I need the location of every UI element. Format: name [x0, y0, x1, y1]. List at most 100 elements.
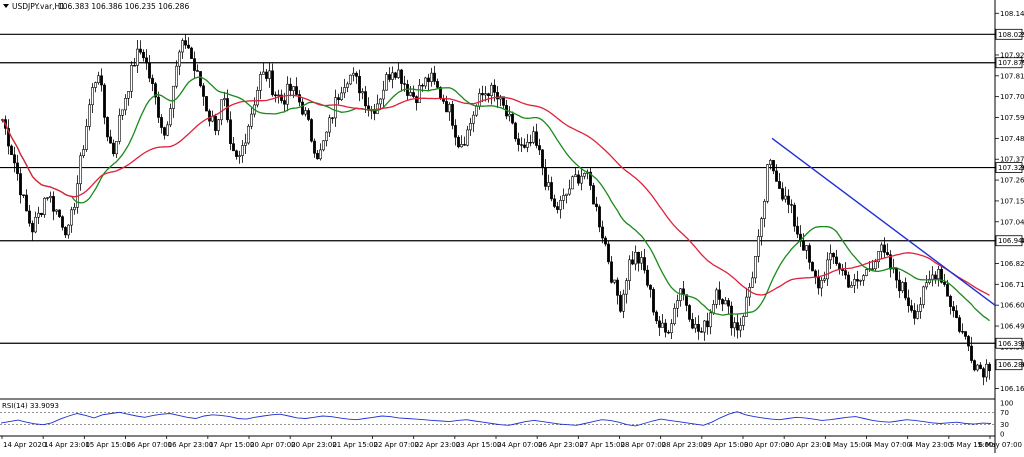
candle	[805, 245, 808, 260]
candle	[901, 281, 904, 294]
x-tick-label: 1 May 15:00	[826, 441, 870, 449]
candle	[364, 86, 367, 114]
candle	[709, 309, 712, 335]
candle	[52, 191, 55, 221]
candle	[325, 131, 328, 147]
candle	[790, 199, 793, 214]
candle	[961, 323, 964, 335]
candle	[619, 291, 622, 313]
candle	[220, 99, 223, 126]
candle	[862, 274, 865, 286]
candle	[130, 61, 133, 98]
candle	[907, 289, 910, 313]
candle	[655, 310, 658, 324]
candles-layer	[1, 34, 991, 386]
svg-text:108.029: 108.029	[998, 31, 1024, 39]
candle	[193, 51, 196, 79]
candle	[436, 78, 439, 89]
candle	[85, 118, 88, 152]
x-tick-label: 15 Apr 15:00	[85, 441, 131, 449]
candle	[724, 297, 727, 305]
candle	[760, 216, 763, 246]
candle	[859, 279, 862, 286]
candle	[643, 248, 646, 274]
candle	[430, 67, 433, 87]
candle	[319, 143, 322, 161]
candle	[166, 121, 169, 137]
candle	[34, 211, 37, 234]
candle	[808, 243, 811, 270]
ma-fast-line[interactable]	[1, 76, 990, 322]
candle	[691, 312, 694, 330]
candle	[40, 212, 43, 218]
trendline[interactable]	[771, 137, 996, 306]
candle	[583, 172, 586, 180]
candle	[181, 38, 184, 59]
svg-text:106.399: 106.399	[998, 340, 1024, 348]
candle	[454, 119, 457, 146]
candle	[25, 189, 28, 212]
candle	[544, 159, 547, 191]
ma-slow-line[interactable]	[1, 94, 990, 296]
candle	[502, 96, 505, 109]
candle	[844, 262, 847, 280]
candle	[604, 235, 607, 247]
candle	[187, 37, 190, 49]
candle	[469, 117, 472, 136]
candle	[313, 138, 316, 158]
candle	[232, 136, 235, 152]
candle	[601, 220, 604, 244]
candle	[19, 168, 22, 204]
candle	[811, 261, 814, 272]
candle	[157, 91, 160, 124]
candle	[427, 73, 430, 91]
candle	[151, 74, 154, 92]
y-tick-label: 106.160	[1000, 385, 1024, 393]
rsi-line[interactable]	[0, 411, 992, 427]
candle	[223, 91, 226, 107]
candle	[670, 319, 673, 339]
candle	[481, 85, 484, 103]
candle	[115, 141, 118, 159]
candle	[67, 224, 70, 239]
candle	[433, 65, 436, 85]
candle	[352, 67, 355, 82]
candle	[415, 95, 418, 111]
symbol-label: USDJPY.var,H1	[12, 2, 65, 11]
candle	[610, 255, 613, 284]
candle	[229, 111, 232, 150]
candle	[271, 63, 274, 97]
candle	[409, 86, 412, 97]
candle	[289, 77, 292, 97]
candle	[556, 201, 559, 214]
candle	[94, 81, 97, 93]
x-tick-label: 30 Apr 23:00	[785, 441, 831, 449]
candle	[61, 215, 64, 231]
candle	[550, 176, 553, 202]
candle	[523, 138, 526, 149]
candle	[865, 268, 868, 277]
y-tick-label: 107.810	[1000, 72, 1024, 80]
svg-text:106.940: 106.940	[998, 237, 1024, 245]
y-tick-label: 107.370	[1000, 156, 1024, 164]
candle	[250, 107, 253, 130]
candle	[589, 166, 592, 191]
candle	[133, 58, 136, 67]
candle	[22, 194, 25, 198]
candle	[697, 315, 700, 340]
rsi-tick-label: 70	[1000, 409, 1009, 417]
candle	[640, 251, 643, 270]
candle	[685, 294, 688, 312]
candle	[565, 193, 568, 204]
candle	[355, 71, 358, 84]
dropdown-triangle-icon[interactable]	[3, 4, 9, 8]
candle	[361, 88, 364, 100]
candle	[136, 39, 139, 74]
candle	[391, 66, 394, 89]
candle	[295, 77, 298, 96]
candle	[820, 277, 823, 297]
candle	[721, 298, 724, 312]
